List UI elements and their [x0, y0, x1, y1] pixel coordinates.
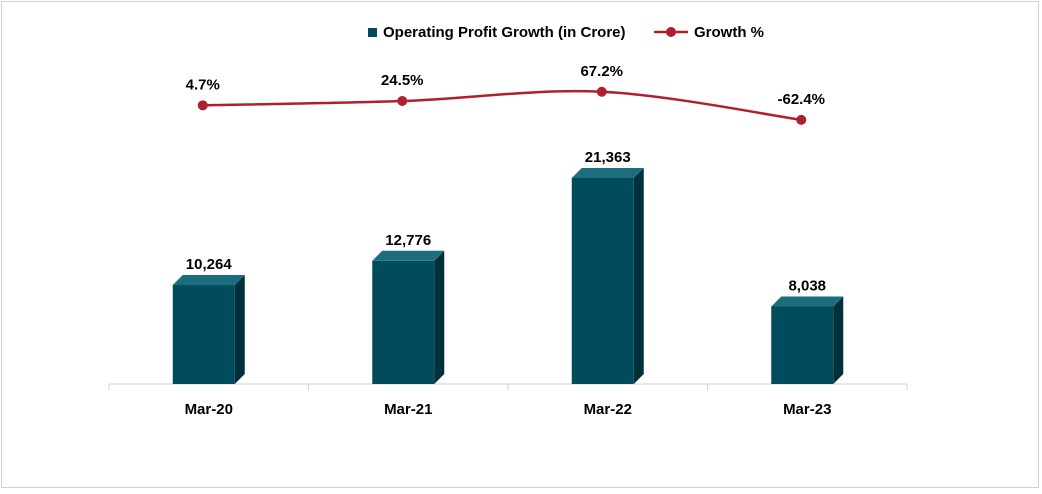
growth-point [197, 100, 208, 111]
bar [372, 260, 435, 384]
bar-value-label: 12,776 [385, 232, 431, 249]
growth-line [202, 89, 802, 122]
growth-point [796, 114, 807, 125]
x-tick-label: Mar-22 [584, 401, 632, 418]
growth-point [596, 86, 607, 97]
bar [571, 178, 634, 384]
bar-value-label: 21,363 [585, 149, 631, 166]
bar-top [771, 296, 844, 307]
bar-side [434, 250, 445, 384]
x-tick-label: Mar-21 [384, 401, 432, 418]
bar [771, 306, 834, 384]
growth-value-label: -62.4% [777, 91, 825, 108]
legend-line-marker [666, 27, 676, 37]
growth-value-label: 24.5% [381, 72, 424, 89]
growth-point [397, 96, 408, 107]
bar-top [372, 250, 445, 261]
x-tick-label: Mar-23 [783, 401, 831, 418]
legend-bar-label: Operating Profit Growth (in Crore) [383, 24, 626, 41]
x-tick-label: Mar-20 [185, 401, 233, 418]
bar-top [571, 168, 644, 178]
bar-value-label: 10,264 [186, 256, 233, 273]
bar [172, 285, 235, 384]
legend-bar-swatch [368, 28, 377, 37]
bar-side [633, 168, 644, 384]
bar-side [234, 275, 245, 384]
growth-value-label: 67.2% [580, 63, 623, 80]
legend-line-label: Growth % [694, 24, 764, 41]
bar-side [833, 296, 844, 384]
growth-value-label: 4.7% [186, 76, 220, 93]
bar-value-label: 8,038 [788, 277, 826, 294]
bar-top [172, 275, 245, 286]
